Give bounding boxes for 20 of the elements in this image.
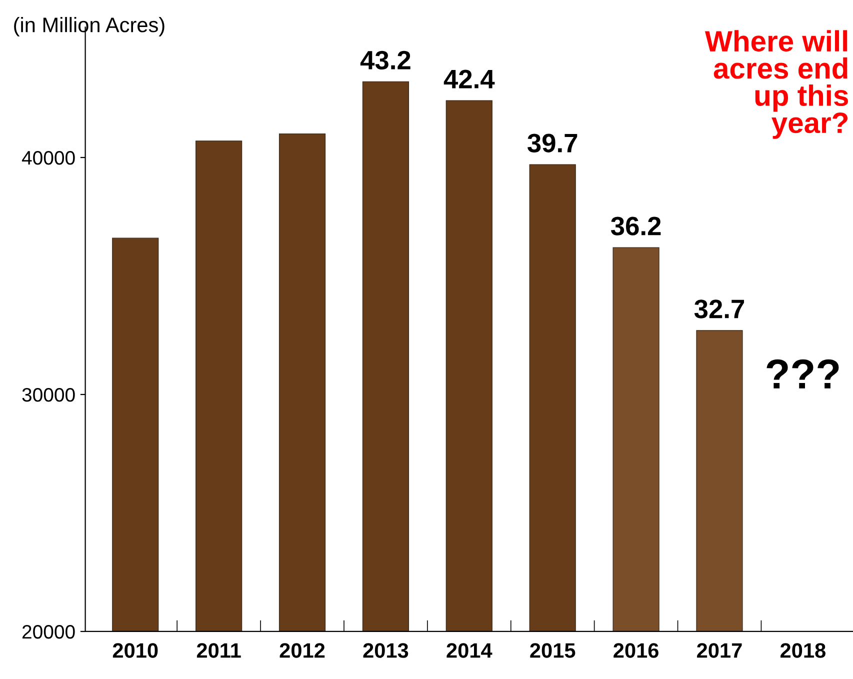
x-tick-label: 2011 xyxy=(196,643,241,658)
x-tick-label: 2014 xyxy=(446,643,492,658)
y-axis-title: (in Million Acres) xyxy=(14,16,164,36)
y-tick-label: 40000 xyxy=(22,150,75,165)
y-tick-label: 20000 xyxy=(22,624,75,639)
y-tick-label: 30000 xyxy=(22,388,75,402)
x-tick-label: 2018 xyxy=(780,643,826,658)
annotation: 43.2 xyxy=(360,50,410,70)
x-tick-label: 2013 xyxy=(363,643,408,658)
x-tick-label: 2015 xyxy=(530,643,576,658)
annotation: ??? xyxy=(766,359,839,388)
annotation: 36.2 xyxy=(610,216,661,236)
x-tick-label: 2010 xyxy=(112,643,158,658)
annotation: Where will acres end up this year? xyxy=(704,30,848,139)
annotation: 42.4 xyxy=(444,70,495,88)
annotation: 32.7 xyxy=(694,300,744,318)
x-tick-label: 2016 xyxy=(614,643,658,658)
annotation: 39.7 xyxy=(528,134,578,152)
x-tick-label: 2012 xyxy=(280,643,325,658)
x-tick-label: 2017 xyxy=(697,643,742,658)
